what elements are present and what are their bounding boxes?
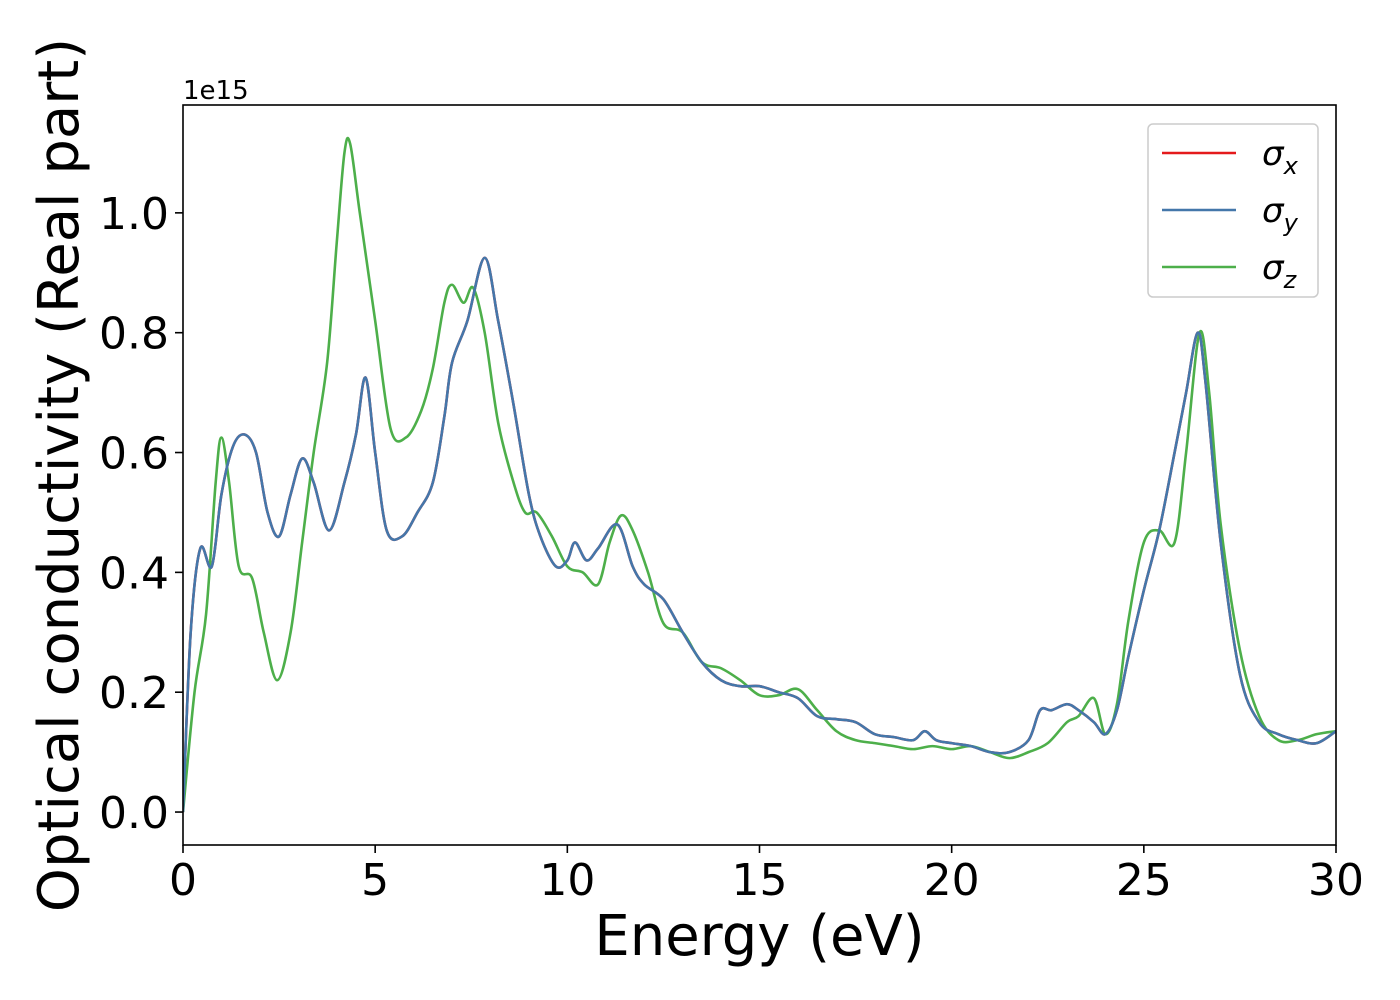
x-tick-label: 25 — [1116, 855, 1172, 906]
x-tick-label: 30 — [1308, 855, 1364, 906]
x-tick-label: 15 — [732, 855, 788, 906]
y-tick-label: 1.0 — [99, 189, 169, 240]
y-tick-label: 0.0 — [99, 788, 169, 839]
x-tick-label: 20 — [924, 855, 980, 906]
series-lines — [183, 136, 1336, 813]
y-axis-ticks: 0.0 0.2 0.4 0.6 0.8 1.0 — [99, 189, 183, 839]
y-tick-label: 0.4 — [99, 548, 169, 599]
x-tick-label: 10 — [539, 855, 595, 906]
x-axis-title: Energy (eV) — [594, 904, 924, 969]
y-tick-label: 0.2 — [99, 668, 169, 719]
series-line-z — [183, 136, 1336, 813]
y-tick-label: 0.6 — [99, 429, 169, 480]
x-tick-label: 0 — [169, 855, 197, 906]
series-line-y — [183, 256, 1336, 813]
x-axis-ticks: 0 5 10 15 20 25 30 — [169, 845, 1364, 906]
y-offset-text: 1e15 — [183, 76, 249, 106]
x-tick-label: 5 — [361, 855, 389, 906]
y-tick-label: 0.8 — [99, 309, 169, 360]
y-axis-title: Optical conductivity (Real part) — [27, 38, 92, 912]
